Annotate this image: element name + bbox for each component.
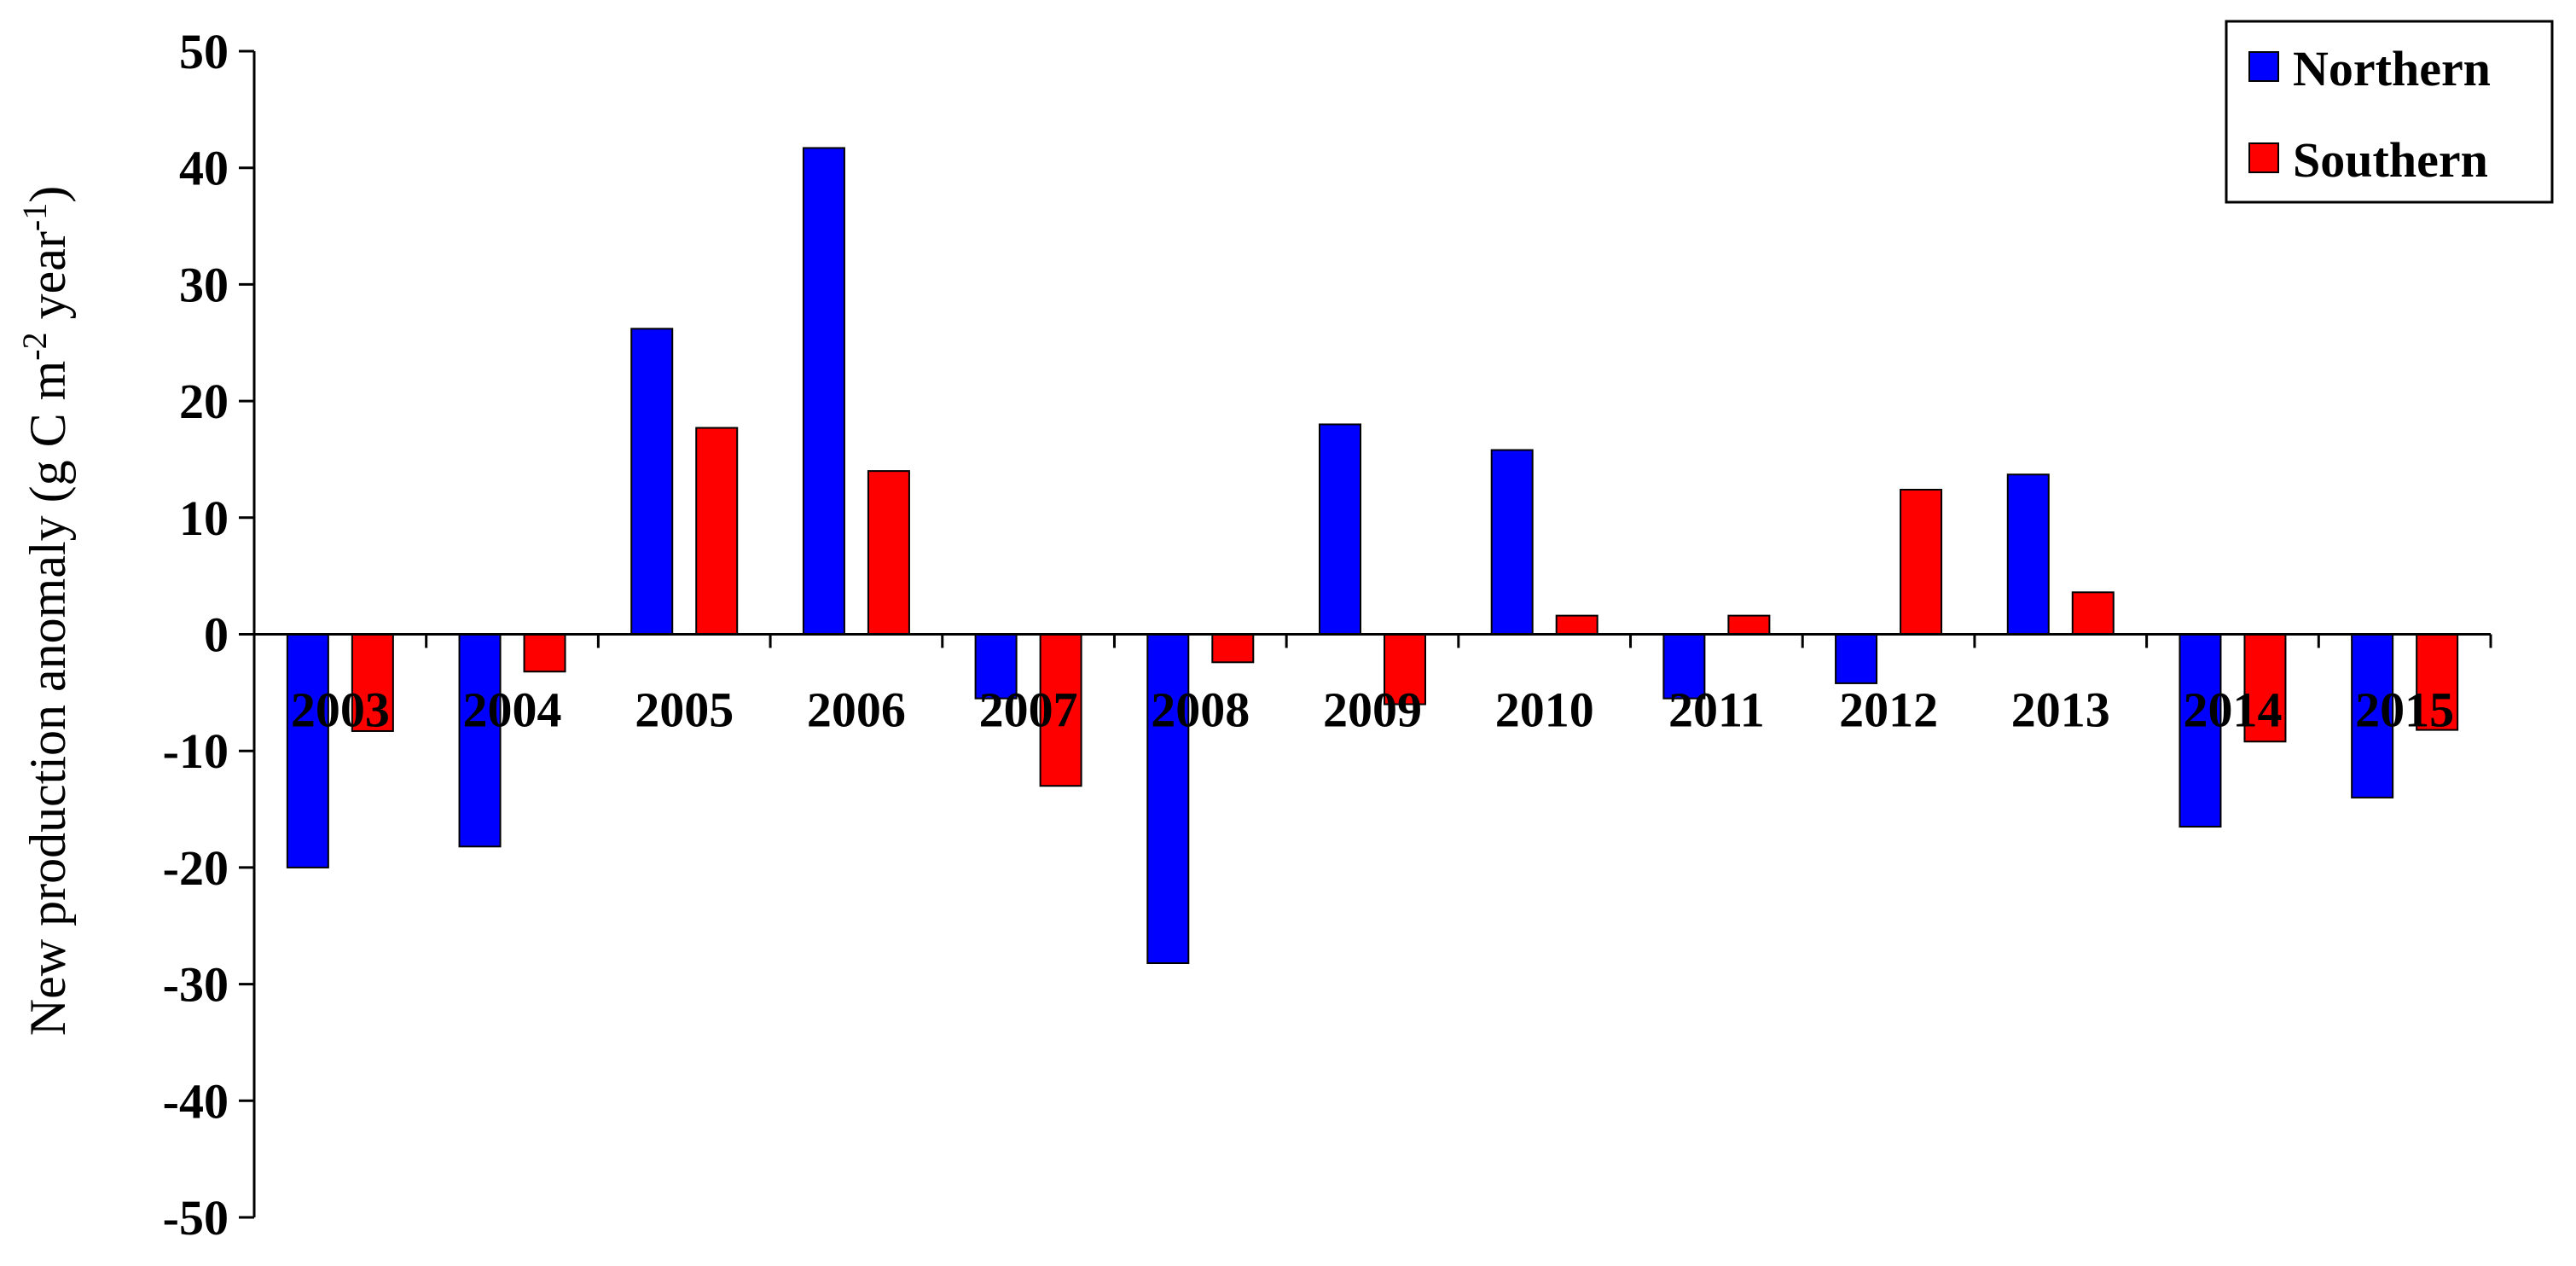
bar-northern-2009 [1319,423,1361,636]
bar-southern-2003 [351,633,394,732]
x-tick-label-2004: 2004 [463,682,562,738]
y-tick-label: 0 [204,607,229,663]
x-tick-label-2011: 2011 [1668,682,1765,738]
bar-southern-2005 [695,427,739,636]
x-tick-label-2013: 2013 [2011,682,2110,738]
bar-southern-2010 [1555,614,1598,636]
x-axis [252,633,2492,648]
bar-southern-2009 [1384,633,1426,706]
y-tick-label: 20 [179,374,229,429]
bar-northern-2013 [2006,473,2050,636]
bar-northern-2007 [974,633,1018,700]
bars [286,147,2459,964]
bar-northern-2006 [802,147,845,636]
bar-southern-2011 [1727,614,1771,636]
bar-southern-2006 [867,470,910,636]
legend-label-southern: Southern [2293,132,2488,188]
x-tick-label-2015: 2015 [2355,682,2454,738]
bar-northern-2012 [1835,633,1878,684]
bar-northern-2010 [1490,449,1534,636]
y-tick-label: 30 [179,257,229,312]
bar-southern-2007 [1039,633,1082,787]
bar-northern-2005 [630,328,674,636]
legend-swatch-southern [2248,142,2279,173]
bar-southern-2013 [2071,591,2115,636]
bar-southern-2012 [1900,488,1943,636]
y-tick-label: -30 [163,957,229,1013]
bar-southern-2008 [1211,633,1255,664]
legend-swatch-northern [2248,51,2279,82]
y-tick-label: 50 [179,24,229,79]
y-axis: 50 40 30 20 10 0 -10 -20 -30 -40 -50 [163,24,256,1246]
x-tick-label-2005: 2005 [635,682,734,738]
y-tick-label: -10 [163,723,229,779]
legend-box [2225,20,2554,204]
legend: Northern Southern [2225,20,2554,204]
x-tick-labels: 2003 2004 2005 2006 2007 2008 2009 2010 2011 2012… [291,682,2454,738]
bar-southern-2015 [2416,633,2459,731]
bar-northern-2015 [2351,633,2394,799]
x-tick-label-2014: 2014 [2183,682,2282,738]
y-tick-label: -40 [163,1073,229,1129]
bar-northern-2003 [286,633,329,868]
x-tick-label-2006: 2006 [807,682,906,738]
y-tick-label: -20 [163,840,229,896]
bar-southern-2004 [523,633,566,673]
y-tick-label: 40 [179,141,229,196]
x-tick-label-2009: 2009 [1323,682,1422,738]
bar-northern-2004 [458,633,502,848]
y-tick-label: -50 [163,1190,229,1246]
y-axis-label: New production anomaly (g C m-2 year-1) [15,186,76,1036]
x-tick-label-2010: 2010 [1495,682,1594,738]
y-tick-label: 10 [179,491,229,546]
x-tick-label-2008: 2008 [1151,682,1250,738]
x-tick-label-2012: 2012 [1839,682,1938,738]
x-tick-label-2003: 2003 [291,682,390,738]
x-tick-label-2007: 2007 [979,682,1078,738]
legend-label-northern: Northern [2293,41,2491,96]
